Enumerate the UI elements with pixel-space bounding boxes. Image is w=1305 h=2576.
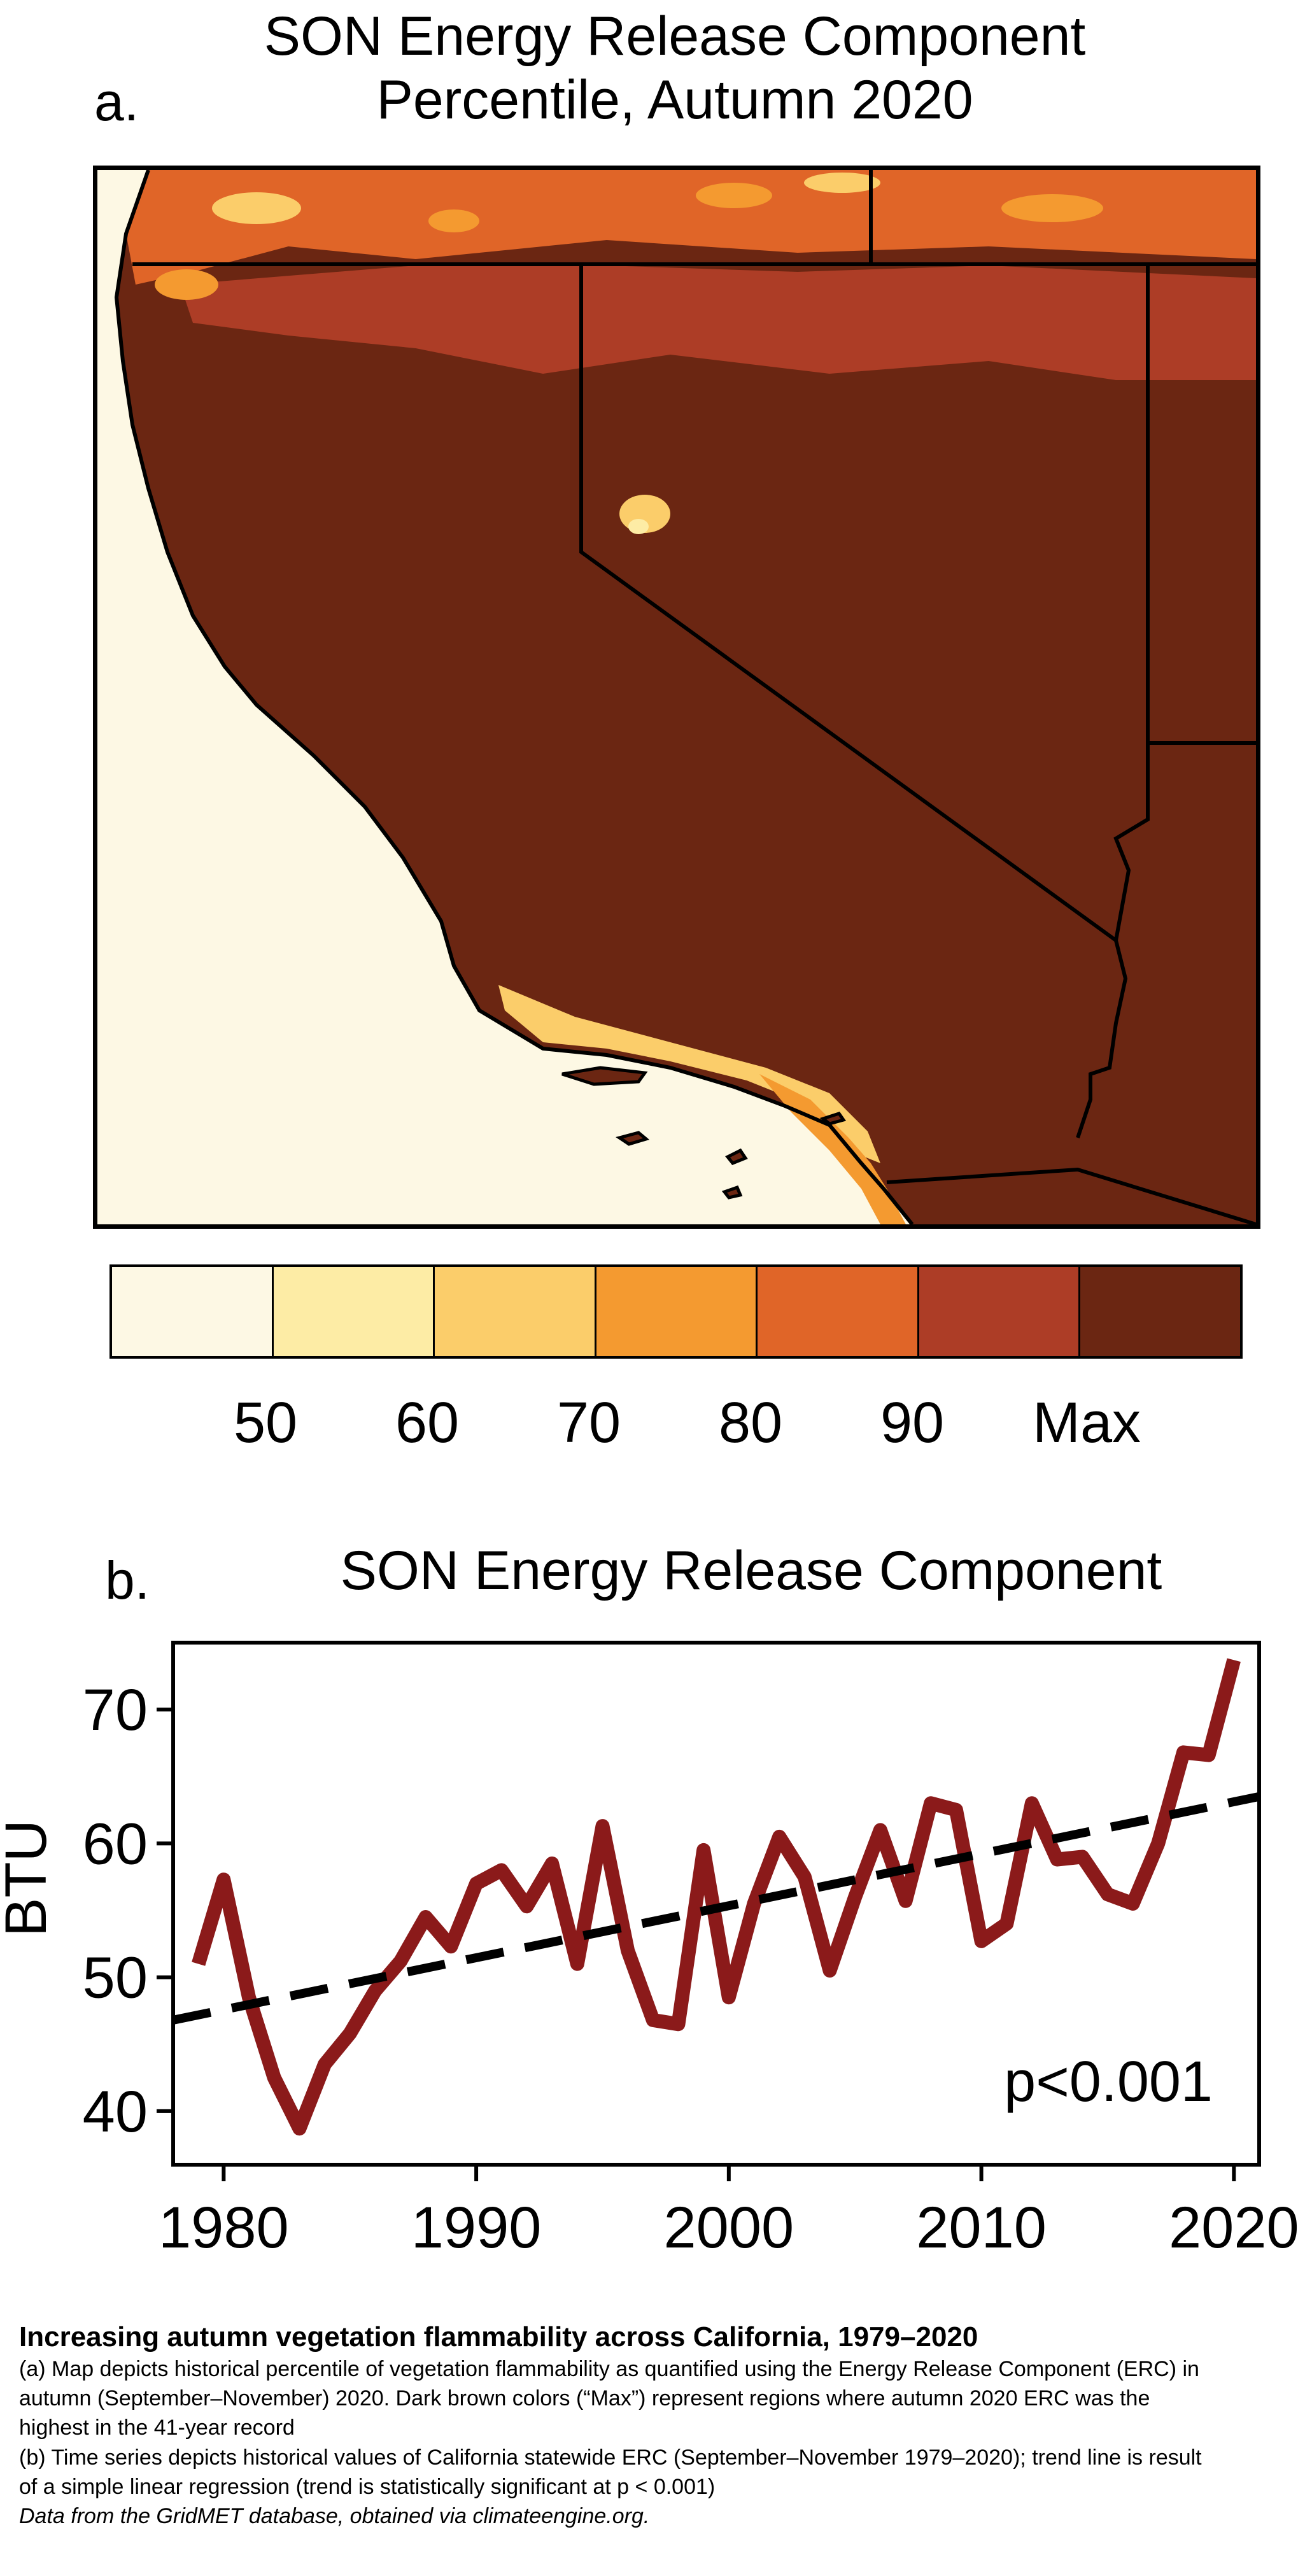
legend-label: 60: [395, 1391, 460, 1455]
plot-frame: [171, 1641, 1261, 2167]
legend-swatch: [596, 1267, 758, 1356]
map-title-line1: SON Energy Release Component: [264, 6, 1086, 67]
caption-a-line1: (a) Map depicts historical percentile of…: [19, 2356, 1199, 2381]
y-tick-label: 60: [83, 1811, 148, 1876]
legend-label: 80: [718, 1391, 783, 1455]
x-tick-label: 2000: [664, 2195, 794, 2260]
south-coast-fringe: [498, 985, 880, 1163]
figure-caption: Increasing autumn vegetation flammabilit…: [19, 2321, 1286, 2531]
map-legend-colorbar: [109, 1264, 1243, 1359]
caption-source: Data from the GridMET database, obtained…: [19, 2503, 650, 2528]
legend-swatch: [919, 1267, 1081, 1356]
land-region: [116, 170, 1256, 1224]
x-tick-label: 2010: [916, 2195, 1047, 2260]
north-band-red: [180, 265, 1256, 380]
panel-b-label: b.: [105, 1550, 150, 1610]
map-canvas: [114, 170, 1256, 1224]
panel-a-label: a.: [94, 72, 139, 132]
p-value-annotation: p<0.001: [1004, 2050, 1213, 2114]
x-tick-label: 2020: [1169, 2195, 1299, 2260]
legend-label: Max: [1032, 1391, 1141, 1455]
coastline: [114, 170, 914, 1224]
legend-swatch: [1080, 1267, 1241, 1356]
map-title-line2: Percentile, Autumn 2020: [376, 69, 973, 131]
x-tick-label: 1980: [159, 2195, 289, 2260]
legend-swatch: [112, 1267, 274, 1356]
erc-timeseries-chart: 40 50 60 70 1980 1990 2000 2010 2020 BTU p<0.00…: [0, 1641, 1299, 2260]
nevada-arizona-border: [1113, 743, 1150, 941]
legend-swatch: [273, 1267, 435, 1356]
x-axis: 1980 1990 2000 2010 2020: [159, 2165, 1299, 2260]
map-title: SON Energy Release Component Percentile,…: [102, 5, 1248, 132]
y-tick-label: 70: [83, 1678, 148, 1743]
california-nevada-border: [579, 264, 1128, 1138]
y-tick-label: 40: [83, 2079, 148, 2144]
legend-label: 90: [880, 1391, 945, 1455]
caption-title: Increasing autumn vegetation flammabilit…: [19, 2321, 978, 2353]
legend-swatch: [435, 1267, 596, 1356]
erc-percentile-map: [93, 166, 1260, 1229]
chart-title: SON Energy Release Component: [340, 1540, 1162, 1601]
erc-series-line: [192, 1658, 1241, 2136]
caption-a-line2: autumn (September–November) 2020. Dark b…: [19, 2386, 1150, 2411]
caption-b-line2: of a simple linear regression (trend is …: [19, 2474, 716, 2499]
y-tick-label: 50: [83, 1946, 148, 2011]
caption-a-line3: highest in the 41-year record: [19, 2416, 295, 2440]
legend-swatch: [758, 1267, 919, 1356]
series-layer: [172, 1658, 1260, 2136]
x-tick-label: 1990: [411, 2195, 542, 2260]
y-axis: 40 50 60 70: [83, 1678, 173, 2144]
caption-b-line1: (b) Time series depicts historical value…: [19, 2445, 1202, 2470]
legend-label: 70: [556, 1391, 621, 1455]
trend-line: [172, 1792, 1260, 2025]
north-band-orange: [126, 170, 1256, 285]
legend-label: 50: [233, 1391, 298, 1455]
mexico-border: [886, 1167, 1256, 1224]
y-axis-label: BTU: [0, 1820, 59, 1937]
